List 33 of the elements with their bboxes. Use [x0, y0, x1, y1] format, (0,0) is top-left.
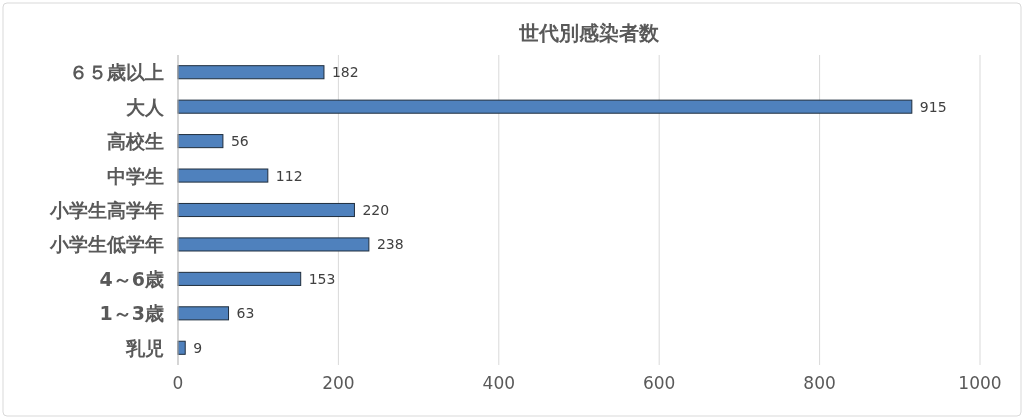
bar — [177, 202, 355, 218]
x-tick-label: 400 — [482, 373, 516, 393]
y-tick-label: 小学生低学年 — [49, 233, 164, 256]
data-label: 9 — [193, 339, 203, 356]
x-tick-label: 600 — [642, 373, 676, 393]
data-label: 56 — [230, 133, 249, 150]
y-tick-label: ６５歳以上 — [69, 61, 164, 84]
data-label: 915 — [919, 98, 947, 115]
x-tick-label: 800 — [803, 373, 836, 393]
y-tick-label: 高校生 — [107, 130, 164, 153]
data-label: 182 — [331, 64, 359, 81]
x-tick-label: 200 — [322, 373, 355, 393]
bar — [177, 306, 230, 321]
bar — [177, 65, 325, 80]
bar — [177, 168, 269, 183]
data-label: 112 — [275, 167, 303, 184]
data-label: 220 — [362, 202, 390, 218]
y-tick-label: 4～6歳 — [99, 267, 164, 290]
y-tick-label: 乳児 — [125, 336, 164, 359]
x-tick-label: 0 — [172, 373, 184, 393]
x-tick-label: 1000 — [958, 373, 1002, 393]
bar — [177, 134, 224, 149]
bar — [177, 271, 302, 286]
data-label: 238 — [376, 236, 404, 253]
y-tick-label: 1～3歳 — [99, 302, 164, 325]
bar — [177, 237, 370, 252]
bar — [177, 99, 913, 114]
chart-title: 世代別感染者数 — [518, 21, 660, 45]
y-tick-label: 中学生 — [107, 164, 164, 187]
y-tick-label: 大人 — [126, 95, 165, 118]
y-tick-label: 小学生高学年 — [49, 199, 164, 221]
data-label: 63 — [236, 305, 255, 322]
data-label: 153 — [308, 270, 336, 287]
